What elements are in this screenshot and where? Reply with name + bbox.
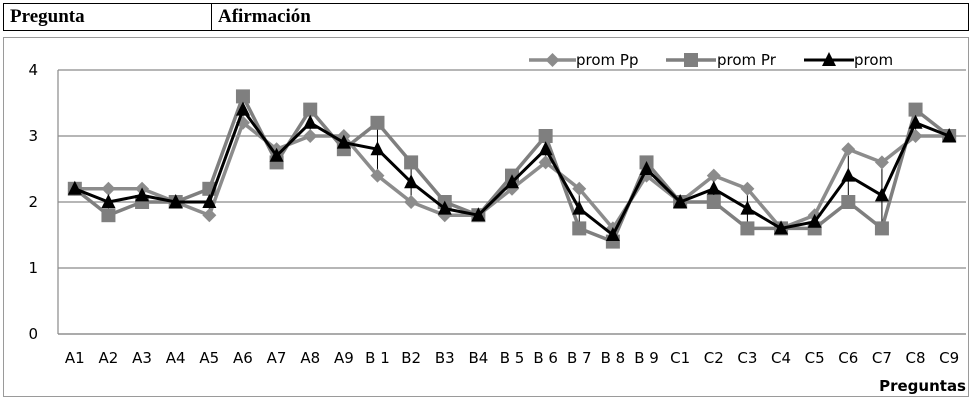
point-prom-0 bbox=[67, 180, 82, 195]
point-prom-26 bbox=[942, 128, 957, 142]
point-prom-pp-9 bbox=[370, 168, 385, 183]
point-prom-5 bbox=[235, 101, 250, 116]
point-prom-pr-5 bbox=[235, 89, 250, 104]
line-chart: 0 1 2 3 4 A1 A2 A3 A4 A5 A6 A7 A8 A9 B 1 B2 B3 B4 B 5 B 6 B … bbox=[28, 51, 966, 395]
x-tick-label-22: C5 bbox=[805, 349, 825, 367]
x-tick-label-3: A4 bbox=[166, 349, 186, 367]
x-tick-label-12: B4 bbox=[468, 349, 488, 367]
point-prom-pr-25 bbox=[908, 102, 923, 117]
y-tick-label-0: 0 bbox=[28, 325, 38, 343]
x-tick-label-23: C6 bbox=[838, 349, 858, 367]
point-prom-pp-1 bbox=[101, 181, 116, 196]
point-prom-4 bbox=[202, 194, 217, 208]
point-prom-pr-23 bbox=[841, 195, 856, 209]
x-tick-label-14: B 6 bbox=[533, 349, 558, 367]
point-prom-16 bbox=[605, 227, 620, 241]
legend-prom-pp-label: prom Pp bbox=[576, 51, 638, 69]
x-tick-label-18: C1 bbox=[670, 349, 690, 367]
x-tick-label-16: B 8 bbox=[601, 349, 626, 367]
point-prom-24 bbox=[874, 187, 889, 202]
point-prom-pr-1 bbox=[101, 208, 116, 223]
x-tick-label-21: C4 bbox=[771, 349, 791, 367]
point-prom-pr-19 bbox=[706, 195, 721, 209]
point-prom-pr-14 bbox=[538, 129, 553, 143]
x-tick-label-19: C2 bbox=[704, 349, 724, 367]
point-prom-11 bbox=[437, 200, 452, 215]
x-tick-label-0: A1 bbox=[65, 349, 85, 367]
point-prom-18 bbox=[673, 194, 688, 208]
point-prom-14 bbox=[538, 141, 553, 156]
x-tick-label-1: A2 bbox=[99, 349, 119, 367]
point-prom-15 bbox=[572, 200, 587, 215]
x-tick-label-7: A8 bbox=[300, 349, 320, 367]
point-prom-pp-15 bbox=[572, 181, 587, 196]
y-tick-label-4: 4 bbox=[28, 61, 38, 79]
point-prom-pr-7 bbox=[303, 102, 318, 117]
x-tick-label-11: B3 bbox=[435, 349, 455, 367]
point-prom-1 bbox=[101, 194, 116, 208]
point-prom-pr-10 bbox=[404, 155, 419, 170]
x-tick-label-17: B 9 bbox=[634, 349, 659, 367]
legend-prom-pr-marker bbox=[684, 53, 698, 67]
point-prom-13 bbox=[505, 174, 519, 189]
point-prom-pr-9 bbox=[370, 115, 385, 130]
point-prom-pp-24 bbox=[874, 155, 889, 170]
point-prom-pr-20 bbox=[740, 221, 755, 236]
point-prom-23 bbox=[841, 167, 856, 182]
point-prom-pp-7 bbox=[303, 129, 318, 143]
x-tick-label-13: B 5 bbox=[500, 349, 525, 367]
x-tick-label-5: A6 bbox=[233, 349, 253, 367]
x-tick-label-4: A5 bbox=[199, 349, 219, 367]
x-tick-label-6: A7 bbox=[267, 349, 287, 367]
point-prom-pr-24 bbox=[874, 221, 889, 236]
point-prom-pp-4 bbox=[202, 208, 217, 223]
point-prom-7 bbox=[303, 114, 318, 129]
x-tick-label-25: C8 bbox=[906, 349, 926, 367]
legend-prom-pr-label: prom Pr bbox=[717, 51, 777, 69]
point-prom-pr-15 bbox=[572, 221, 587, 236]
point-prom-20 bbox=[740, 200, 755, 215]
point-prom-12 bbox=[471, 207, 486, 222]
x-tick-label-10: B2 bbox=[401, 349, 421, 367]
point-prom-pp-19 bbox=[706, 168, 721, 183]
point-prom-22 bbox=[807, 213, 822, 228]
legend-prom-label: prom bbox=[854, 51, 893, 69]
point-prom-3 bbox=[168, 194, 183, 208]
legend-prom-marker bbox=[822, 52, 836, 66]
point-prom-25 bbox=[908, 114, 923, 129]
point-prom-6 bbox=[269, 147, 284, 162]
x-tick-label-15: B 7 bbox=[567, 349, 592, 367]
y-tick-label-2: 2 bbox=[28, 193, 38, 211]
point-prom-19 bbox=[706, 180, 721, 195]
y-tick-label-3: 3 bbox=[28, 127, 38, 145]
x-tick-label-9: B 1 bbox=[365, 349, 390, 367]
point-prom-pp-10 bbox=[404, 195, 419, 209]
chart-frame: 0 1 2 3 4 A1 A2 A3 A4 A5 A6 A7 A8 A9 B 1 B2 B3 B4 B 5 B 6 B … bbox=[3, 37, 969, 397]
point-prom-pp-20 bbox=[740, 181, 755, 196]
point-prom-pp-14 bbox=[538, 155, 553, 170]
header-table: Pregunta Afirmación bbox=[3, 3, 969, 31]
x-axis-label: Preguntas bbox=[879, 377, 966, 395]
legend-prom-pp-marker bbox=[545, 53, 560, 67]
point-prom-2 bbox=[135, 187, 150, 202]
x-tick-label-20: C3 bbox=[737, 349, 757, 367]
x-tick-label-24: C7 bbox=[872, 349, 892, 367]
point-prom-pp-23 bbox=[841, 142, 856, 157]
point-prom-17 bbox=[639, 161, 654, 175]
y-tick-label-1: 1 bbox=[28, 259, 38, 277]
point-prom-9 bbox=[370, 141, 385, 156]
header-pregunta: Pregunta bbox=[4, 4, 212, 30]
point-prom-8 bbox=[336, 134, 351, 149]
x-tick-label-26: C9 bbox=[939, 349, 959, 367]
point-prom-21 bbox=[774, 220, 789, 235]
point-prom-10 bbox=[404, 174, 419, 189]
x-tick-label-2: A3 bbox=[132, 349, 152, 367]
header-afirmacion: Afirmación bbox=[218, 6, 311, 27]
x-tick-label-8: A9 bbox=[334, 349, 354, 367]
